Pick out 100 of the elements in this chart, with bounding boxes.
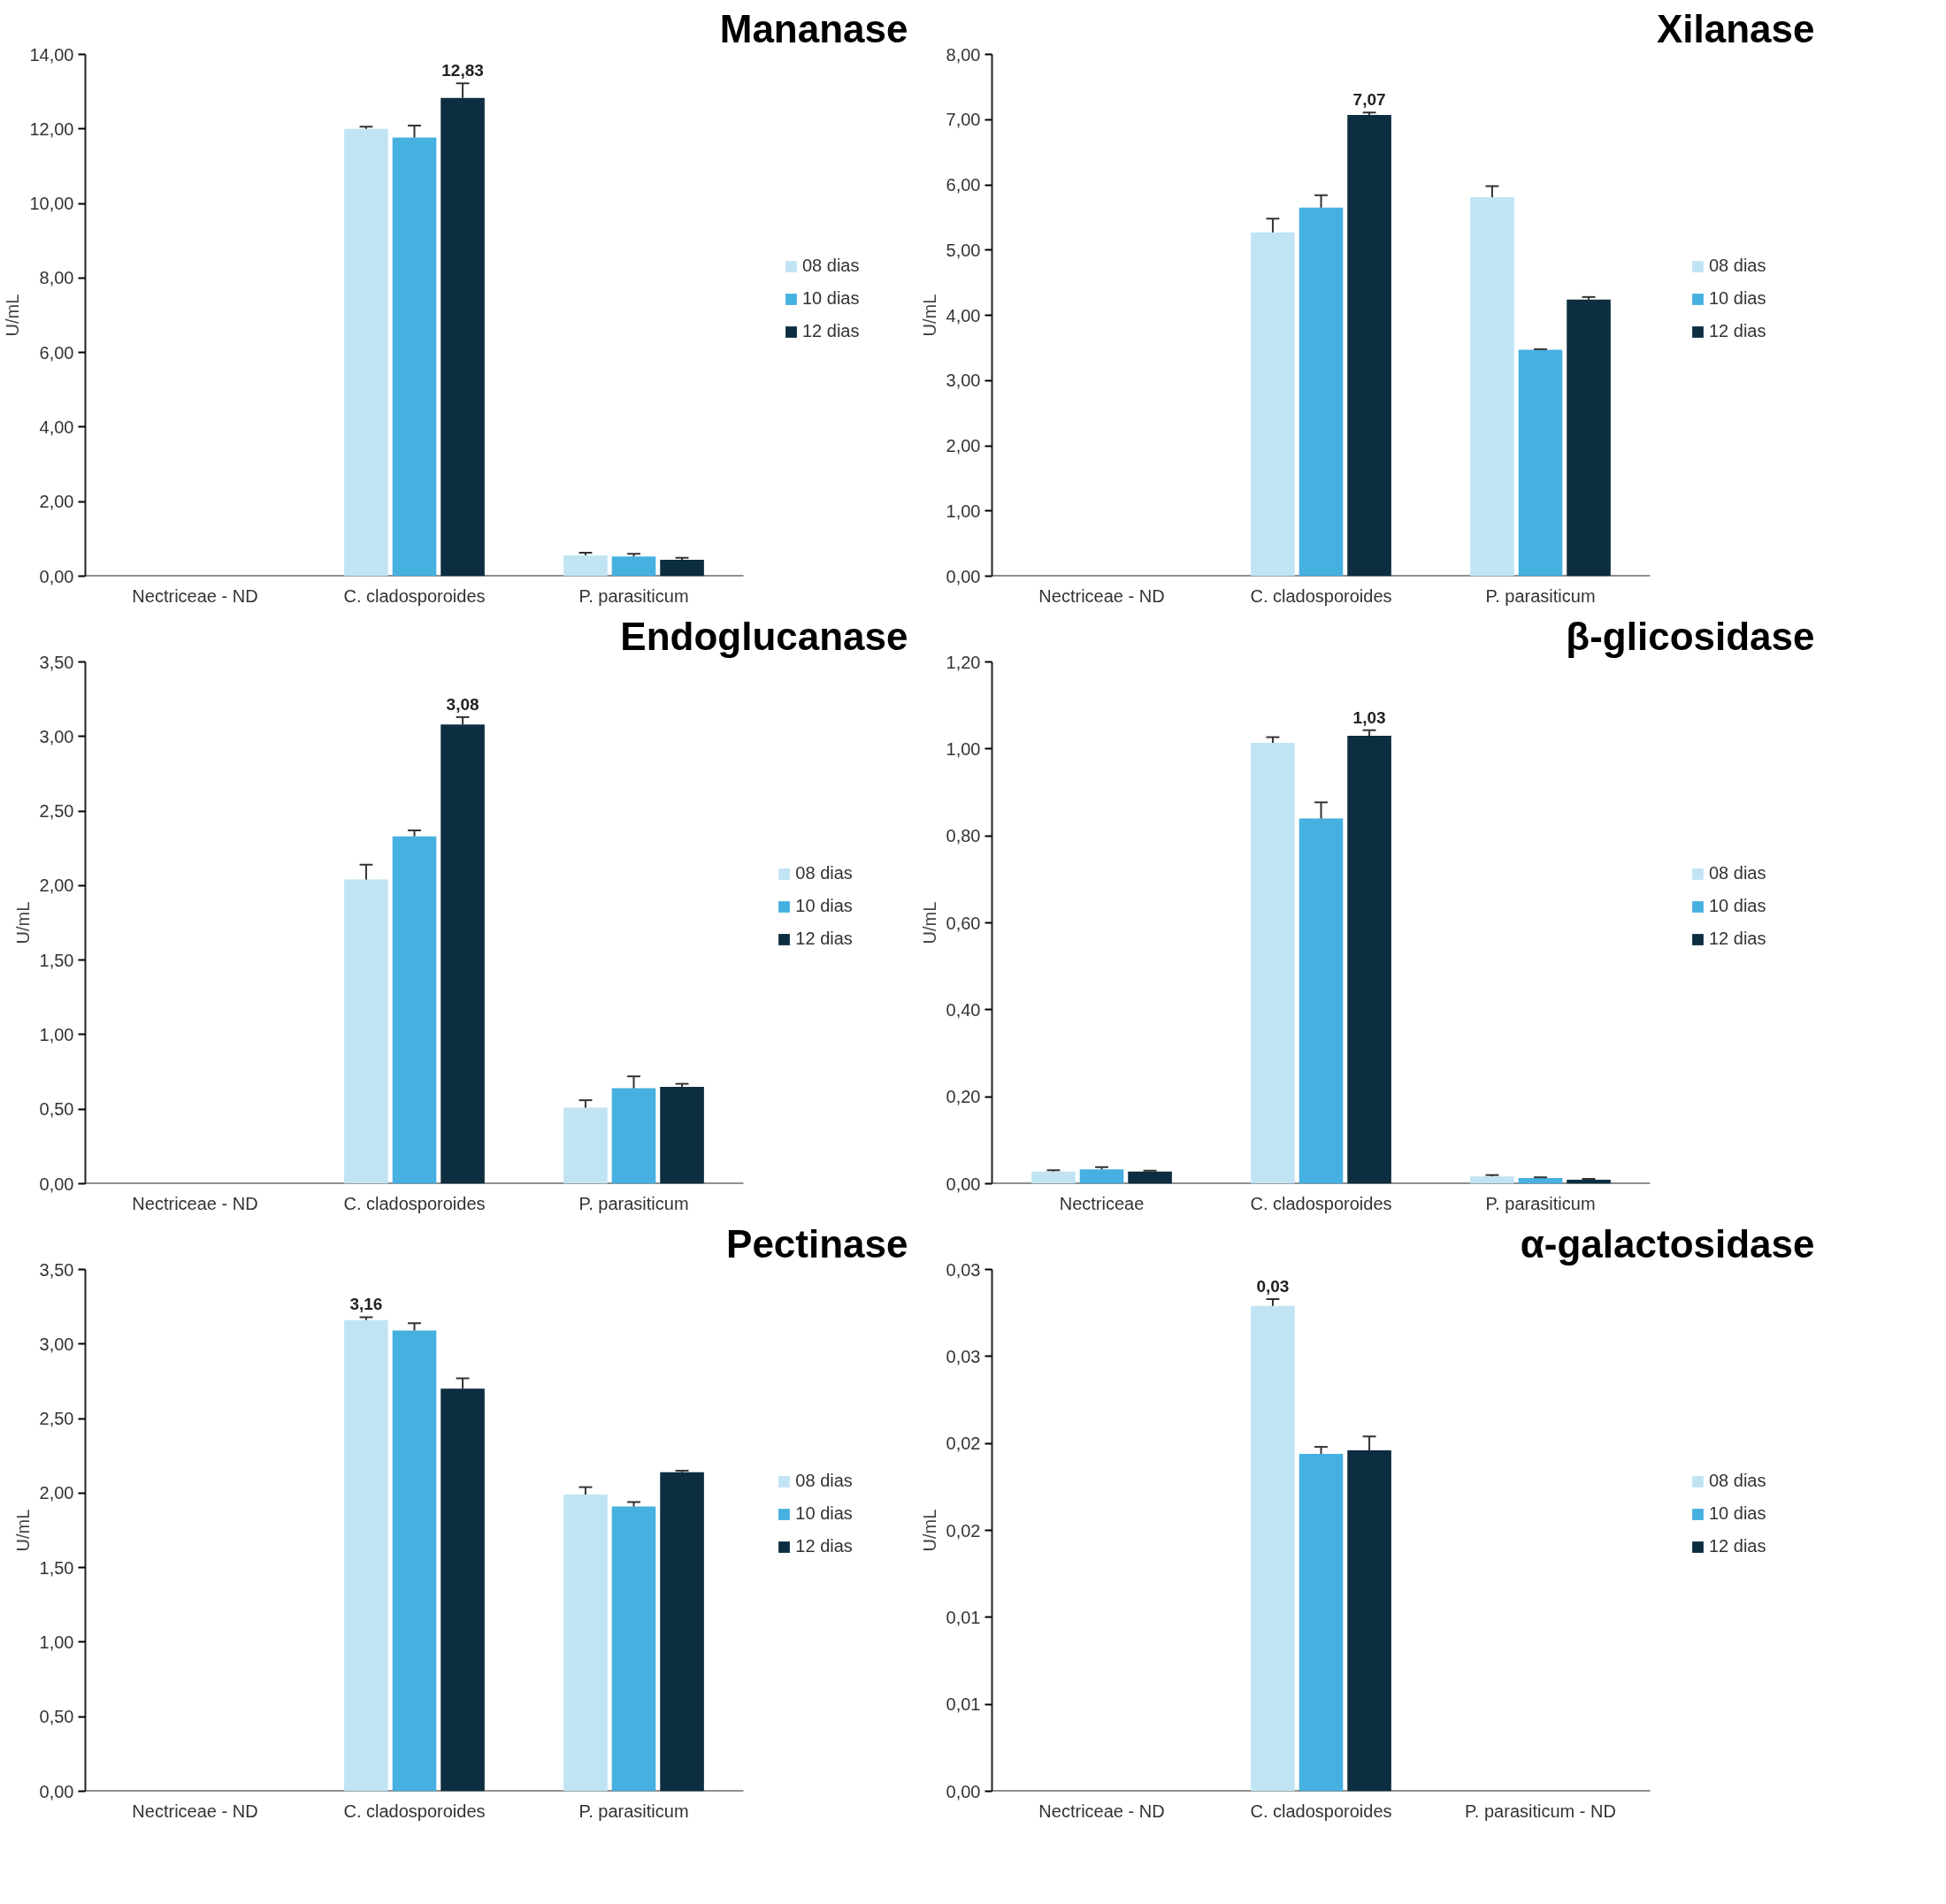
y-tick-label: 3,00: [39, 726, 74, 746]
y-tick-label: 3,50: [39, 1259, 74, 1280]
x-tick-label: P. parasiticum: [578, 585, 689, 606]
y-tick-label: 0,50: [39, 1707, 74, 1727]
x-tick-label: C. cladosporoides: [343, 1801, 486, 1821]
legend-label: 12 dias: [802, 321, 860, 341]
x-tick-label: C. cladosporoides: [1250, 1193, 1392, 1213]
y-tick-label: 0,60: [946, 913, 981, 933]
x-tick-label: P. parasiticum - ND: [1465, 1801, 1616, 1821]
data-label: 7,07: [1352, 90, 1386, 110]
x-tick-label: Nectriceae - ND: [132, 585, 258, 606]
y-tick-label: 1,00: [946, 738, 981, 759]
y-tick-label: 0,50: [39, 1099, 74, 1120]
y-tick-label: 4,00: [946, 305, 981, 325]
y-tick-label: 12,00: [29, 119, 74, 139]
y-tick-label: 2,50: [39, 1409, 74, 1429]
data-label: 3,16: [349, 1295, 383, 1314]
y-tick-label: 0,02: [946, 1434, 981, 1454]
x-tick-label: Nectriceae - ND: [132, 1193, 258, 1213]
y-tick-label: 1,50: [39, 950, 74, 970]
y-tick-label: 10,00: [29, 194, 74, 214]
y-tick-label: 1,00: [946, 501, 981, 521]
y-tick-label: 6,00: [39, 342, 74, 363]
legend-label: 12 dias: [1709, 321, 1766, 341]
y-tick-label: 0,00: [39, 566, 74, 586]
y-tick-label: 0,00: [946, 566, 981, 586]
y-axis-title: U/mL: [919, 1509, 939, 1552]
y-tick-label: 0,01: [946, 1607, 981, 1627]
legend-label: 10 dias: [1709, 1503, 1766, 1524]
x-tick-label: C. cladosporoides: [343, 585, 486, 606]
y-tick-label: 1,00: [39, 1024, 74, 1044]
y-tick-label: 4,00: [39, 417, 74, 437]
x-tick-label: P. parasiticum: [1485, 1193, 1596, 1213]
y-tick-label: 0,01: [946, 1694, 981, 1715]
x-tick-label: P. parasiticum: [578, 1801, 689, 1821]
legend-label: 08 dias: [795, 863, 853, 883]
legend-label: 08 dias: [1709, 256, 1766, 276]
x-tick-label: P. parasiticum: [578, 1193, 689, 1213]
legend-label: 10 dias: [1709, 896, 1766, 916]
y-tick-label: 0,00: [946, 1174, 981, 1194]
y-tick-label: 0,03: [946, 1259, 981, 1280]
y-tick-label: 0,02: [946, 1520, 981, 1541]
x-tick-label: Nectriceae - ND: [1038, 585, 1165, 606]
y-tick-label: 2,00: [946, 436, 981, 455]
y-tick-label: 0,00: [39, 1174, 74, 1194]
y-tick-label: 2,00: [39, 492, 74, 512]
y-tick-label: 2,50: [39, 801, 74, 822]
legend-label: 08 dias: [795, 1471, 853, 1491]
y-tick-label: 3,50: [39, 652, 74, 672]
legend-label: 08 dias: [802, 256, 860, 276]
text: Xilanase: [1656, 6, 1815, 50]
legend-label: 08 dias: [1709, 1471, 1766, 1491]
y-axis-title: U/mL: [919, 294, 939, 337]
x-tick-label: Nectriceae - ND: [132, 1801, 258, 1821]
legend-label: 08 dias: [1709, 863, 1766, 883]
chart-title: Endoglucanase: [620, 614, 908, 658]
y-tick-label: 6,00: [946, 175, 981, 195]
y-axis-title: U/mL: [12, 1509, 33, 1552]
legend-label: 12 dias: [795, 1536, 853, 1556]
legend-label: 12 dias: [795, 929, 853, 949]
data-label: 1,03: [1352, 707, 1386, 727]
y-axis-title: U/mL: [12, 901, 33, 944]
legend-label: 12 dias: [1709, 929, 1766, 949]
y-tick-label: 0,00: [39, 1781, 74, 1801]
y-tick-label: 0,03: [946, 1346, 981, 1366]
y-tick-label: 5,00: [946, 240, 981, 260]
x-tick-label: Nectriceae: [1059, 1193, 1145, 1213]
legend-label: 10 dias: [795, 1503, 853, 1524]
y-axis-title: U/mL: [3, 294, 23, 337]
chart-title: Mananase: [719, 6, 908, 50]
y-tick-label: 1,20: [946, 652, 981, 672]
y-tick-label: 8,00: [39, 268, 74, 288]
legend-label: 10 dias: [1709, 288, 1766, 309]
y-tick-label: 0,20: [946, 1087, 981, 1107]
legend-label: 10 dias: [802, 288, 860, 309]
legend-label: 10 dias: [795, 896, 853, 916]
chart-title: α-galactosidase: [1520, 1221, 1815, 1266]
x-tick-label: P. parasiticum: [1485, 585, 1596, 606]
y-tick-label: 0,40: [946, 999, 981, 1020]
x-tick-label: C. cladosporoides: [343, 1193, 486, 1213]
chart-title: Pectinase: [726, 1221, 908, 1266]
data-label: 3,08: [446, 694, 479, 714]
y-axis-title: U/mL: [919, 901, 939, 944]
y-tick-label: 0,00: [946, 1781, 981, 1801]
y-tick-label: 7,00: [946, 110, 981, 130]
y-tick-label: 3,00: [39, 1334, 74, 1354]
x-tick-label: C. cladosporoides: [1250, 585, 1392, 606]
y-tick-label: 14,00: [29, 44, 74, 65]
x-tick-label: Nectriceae - ND: [1038, 1801, 1165, 1821]
y-tick-label: 8,00: [946, 44, 981, 65]
y-tick-label: 2,00: [39, 1483, 74, 1503]
x-tick-label: C. cladosporoides: [1250, 1801, 1392, 1821]
y-tick-label: 0,80: [946, 826, 981, 846]
y-tick-label: 1,00: [39, 1632, 74, 1652]
y-tick-label: 2,00: [39, 876, 74, 896]
y-tick-label: 3,00: [946, 371, 981, 391]
data-label: 12,83: [441, 61, 484, 80]
y-tick-label: 1,50: [39, 1557, 74, 1578]
legend-label: 12 dias: [1709, 1536, 1766, 1556]
chart-title: β-glicosidase: [1566, 614, 1815, 658]
